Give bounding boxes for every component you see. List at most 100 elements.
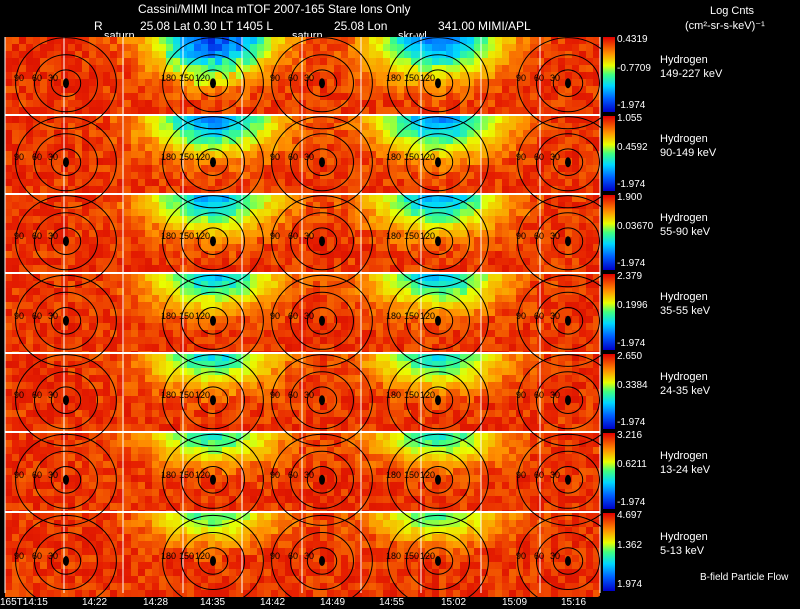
heatmap-cell: [404, 330, 411, 337]
heatmap-cell: [397, 344, 404, 351]
heatmap-cell: [271, 244, 278, 251]
heatmap-cell: [523, 316, 530, 323]
heatmap-cell: [530, 361, 537, 368]
heatmap-cell: [278, 302, 285, 309]
heatmap-cell: [495, 223, 502, 230]
heatmap-cell: [229, 86, 236, 93]
heatmap-cell: [593, 258, 600, 265]
heatmap-cell: [159, 107, 166, 114]
heatmap-cell: [19, 295, 26, 302]
heatmap-cell: [551, 223, 558, 230]
heatmap-cell: [47, 65, 54, 72]
heatmap-cell: [362, 216, 369, 223]
heatmap-cell: [292, 37, 299, 44]
heatmap-cell: [89, 100, 96, 107]
heatmap-cell: [152, 137, 159, 144]
heatmap-cell: [285, 123, 292, 130]
heatmap-cell: [523, 123, 530, 130]
heatmap-cell: [222, 251, 229, 258]
heatmap-cell: [516, 216, 523, 223]
heatmap-cell: [502, 375, 509, 382]
heatmap-cell: [271, 309, 278, 316]
heatmap-cell: [68, 195, 75, 202]
heatmap-cell: [103, 79, 110, 86]
heatmap-cell: [474, 86, 481, 93]
heatmap-cell: [376, 209, 383, 216]
heatmap-cell: [502, 265, 509, 272]
heatmap-cell: [579, 265, 586, 272]
heatmap-cell: [544, 72, 551, 79]
heatmap-cell: [390, 424, 397, 431]
heatmap-cell: [68, 288, 75, 295]
heatmap-cell: [124, 265, 131, 272]
heatmap-cell: [488, 223, 495, 230]
heatmap-cell: [229, 382, 236, 389]
heatmap-cell: [313, 116, 320, 123]
heatmap-cell: [495, 186, 502, 193]
heatmap-cell: [145, 424, 152, 431]
heatmap-cell: [124, 354, 131, 361]
heatmap-cell: [313, 337, 320, 344]
heatmap-cell: [551, 368, 558, 375]
heatmap-cell: [530, 424, 537, 431]
heatmap-cell: [75, 186, 82, 193]
heatmap-cell: [117, 440, 124, 447]
heatmap-cell: [481, 417, 488, 424]
heatmap-cell: [47, 179, 54, 186]
heatmap-cell: [250, 433, 257, 440]
heatmap-cell: [313, 44, 320, 51]
heatmap-cell: [551, 100, 558, 107]
heatmap-cell: [215, 144, 222, 151]
heatmap-cell: [89, 403, 96, 410]
heatmap-cell: [446, 107, 453, 114]
heatmap-cell: [530, 51, 537, 58]
heatmap-cell: [103, 230, 110, 237]
heatmap-cell: [327, 93, 334, 100]
heatmap-cell: [47, 417, 54, 424]
heatmap-cell: [264, 107, 271, 114]
heatmap-cell: [509, 274, 516, 281]
heatmap-cell: [355, 344, 362, 351]
heatmap-cell: [117, 302, 124, 309]
heatmap-cell: [404, 216, 411, 223]
heatmap-cell: [362, 230, 369, 237]
heatmap-cell: [292, 100, 299, 107]
heatmap-cell: [502, 389, 509, 396]
heatmap-cell: [215, 447, 222, 454]
heatmap-cell: [551, 93, 558, 100]
heatmap-cell: [110, 202, 117, 209]
heatmap-cell: [495, 375, 502, 382]
heatmap-cell: [215, 237, 222, 244]
heatmap-cell: [75, 382, 82, 389]
heatmap-cell: [411, 123, 418, 130]
heatmap-cell: [516, 44, 523, 51]
heatmap-cell: [131, 403, 138, 410]
heatmap-cell: [453, 368, 460, 375]
heatmap-cell: [264, 79, 271, 86]
heatmap-cell: [152, 417, 159, 424]
heatmap-cell: [397, 244, 404, 251]
heatmap-cell: [327, 37, 334, 44]
heatmap-cell: [376, 237, 383, 244]
heatmap-cell: [40, 230, 47, 237]
heatmap-cell: [425, 165, 432, 172]
heatmap-cell: [565, 265, 572, 272]
heatmap-cell: [243, 165, 250, 172]
heatmap-cell: [593, 116, 600, 123]
heatmap-cell: [278, 223, 285, 230]
heatmap-cell: [124, 37, 131, 44]
heatmap-cell: [474, 79, 481, 86]
heatmap-cell: [285, 195, 292, 202]
heatmap-cell: [285, 144, 292, 151]
heatmap-cell: [481, 137, 488, 144]
heatmap-cell: [166, 186, 173, 193]
heatmap-cell: [12, 281, 19, 288]
heatmap-cell: [411, 223, 418, 230]
heatmap-cell: [250, 130, 257, 137]
heatmap-cell: [229, 58, 236, 65]
heatmap-cell: [12, 144, 19, 151]
heatmap-cell: [355, 410, 362, 417]
heatmap-cell: [285, 274, 292, 281]
heatmap-cell: [278, 295, 285, 302]
heatmap-cell: [54, 116, 61, 123]
